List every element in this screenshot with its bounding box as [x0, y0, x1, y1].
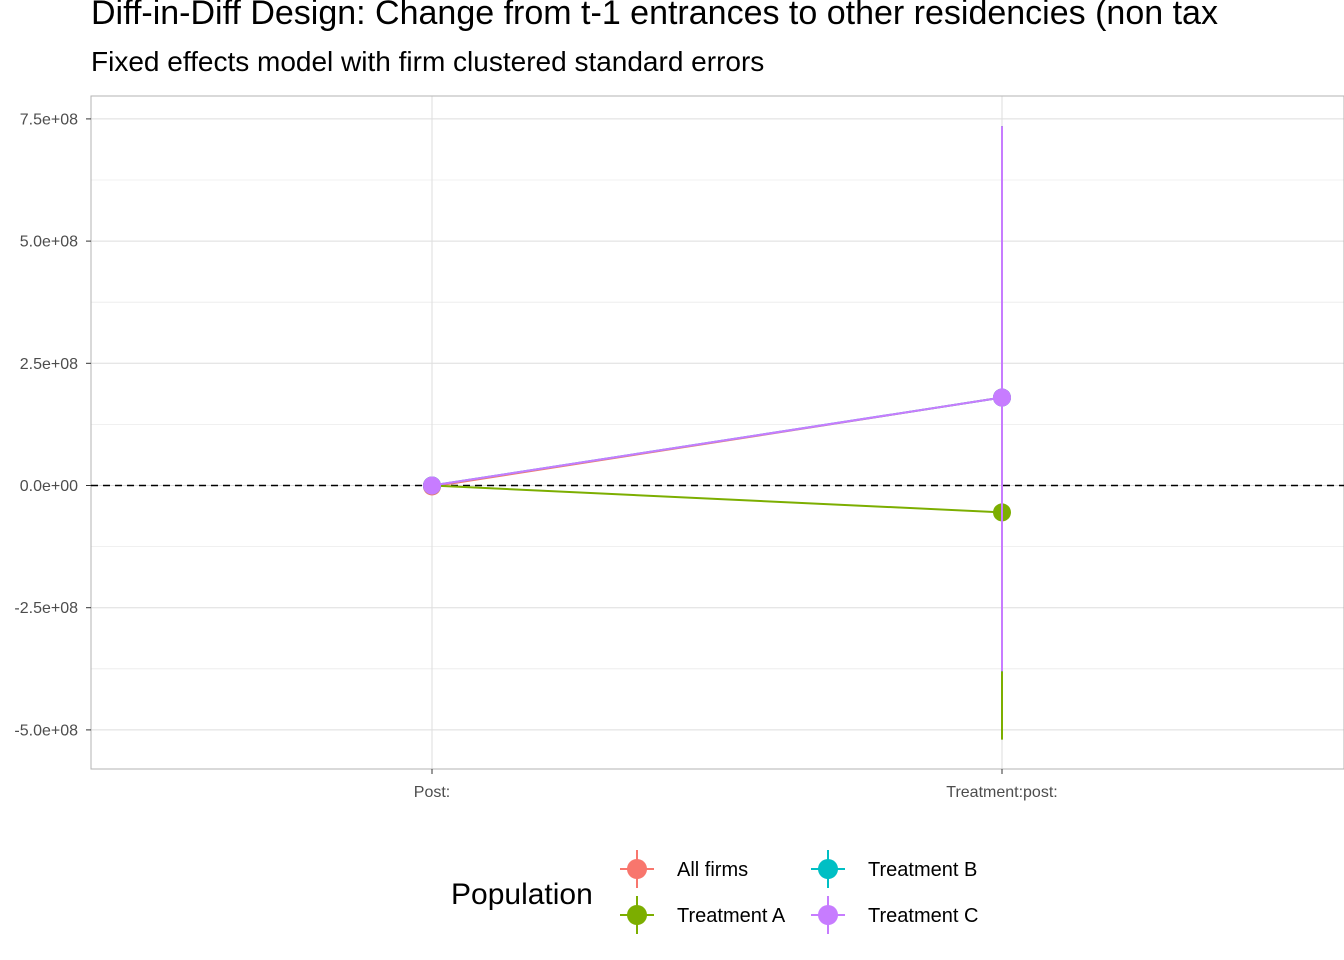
- panel-border: [90, 95, 1344, 770]
- y-tick-label: 5.0e+08: [20, 234, 78, 251]
- x-tick-label: Treatment:post:: [946, 784, 1057, 801]
- legend-label: Treatment A: [677, 905, 786, 927]
- legend-item-all-firms: All firms: [620, 850, 748, 888]
- legend: Population All firms Treatment A Treatment…: [451, 850, 978, 934]
- series-line: [431, 396, 1003, 487]
- y-tick-label: 7.5e+08: [20, 111, 78, 128]
- legend-label: Treatment B: [868, 859, 977, 881]
- legend-key-point: [627, 859, 647, 879]
- y-tick-label: -2.5e+08: [14, 600, 78, 617]
- y-tick-label: 0.0e+00: [20, 478, 78, 495]
- legend-key-point: [818, 859, 838, 879]
- x-axis: Post: Treatment:post:: [414, 769, 1058, 801]
- y-tick-label: 2.5e+08: [20, 356, 78, 373]
- x-tick-label: Post:: [414, 784, 450, 801]
- series-treatment-a: [423, 285, 1011, 740]
- data-point: [423, 476, 441, 495]
- series-line: [431, 484, 1003, 514]
- legend-item-treatment-a: Treatment A: [620, 896, 786, 934]
- series-treatment-c: [423, 126, 1011, 672]
- chart-title: Diff-in-Diff Design: Change from t-1 ent…: [91, 0, 1218, 32]
- legend-item-treatment-b: Treatment B: [811, 850, 977, 888]
- legend-label: Treatment C: [868, 905, 978, 927]
- data-point: [993, 388, 1011, 407]
- y-axis: 7.5e+08 5.0e+08 2.5e+08 0.0e+00 -2.5e+08 -5.0…: [14, 111, 91, 739]
- y-tick-label: -5.0e+08: [14, 722, 78, 739]
- chart-subtitle: Fixed effects model with firm clustered …: [91, 46, 765, 77]
- series-treatment-b: [423, 126, 1011, 672]
- legend-title: Population: [451, 878, 593, 911]
- legend-key-point: [627, 905, 647, 925]
- legend-key-point: [818, 905, 838, 925]
- grid: [91, 96, 1344, 769]
- legend-label: All firms: [677, 859, 748, 881]
- series: [423, 126, 1011, 740]
- series-all-firms: [423, 126, 1011, 672]
- legend-item-treatment-c: Treatment C: [811, 896, 978, 934]
